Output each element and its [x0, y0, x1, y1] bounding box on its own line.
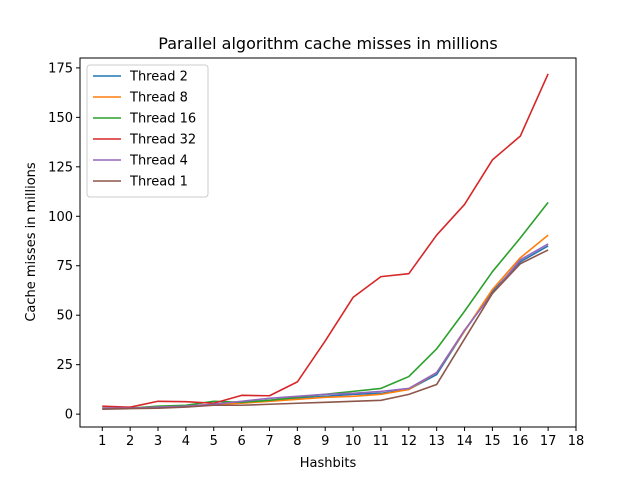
plot-area-frame — [79, 57, 577, 428]
series-line-thread-2 — [102, 245, 549, 410]
x-tick-label: 16 — [512, 434, 529, 449]
y-tick-label: 125 — [48, 160, 73, 175]
legend-label: Thread 32 — [129, 133, 196, 148]
x-axis: 1 2 3 4 5 6 7 8 9 10 11 12 13 14 15 16 17 18 — [98, 427, 584, 449]
x-tick-label: 10 — [345, 434, 362, 449]
legend-label: Thread 8 — [129, 91, 188, 106]
y-tick-label: 150 — [48, 111, 73, 126]
x-tick-label: 12 — [401, 434, 418, 449]
x-tick-label: 13 — [428, 434, 445, 449]
y-tick-label: 100 — [48, 210, 73, 225]
x-tick-label: 9 — [321, 434, 329, 449]
x-tick-label: 18 — [568, 434, 585, 449]
legend-label: Thread 2 — [129, 70, 188, 85]
y-tick-label: 175 — [48, 61, 73, 76]
y-tick-label: 75 — [56, 259, 73, 274]
x-tick-label: 1 — [98, 434, 106, 449]
legend: Thread 2 Thread 8 Thread 16 Thread 32 Thread… — [86, 64, 209, 198]
x-tick-label: 6 — [237, 434, 245, 449]
legend-box — [86, 64, 209, 198]
series-line-thread-8 — [102, 234, 549, 410]
x-tick-label: 4 — [182, 434, 190, 449]
series-lines — [102, 73, 549, 410]
y-axis-label: Cache misses in millions — [24, 162, 39, 322]
chart-title: Parallel algorithm cache misses in milli… — [158, 34, 497, 53]
x-tick-label: 14 — [456, 434, 473, 449]
x-tick-label: 5 — [210, 434, 218, 449]
y-axis: 0 25 50 75 100 125 150 175 — [48, 61, 80, 423]
x-axis-label: Hashbits — [300, 456, 357, 471]
series-line-thread-1 — [102, 249, 549, 410]
legend-label: Thread 4 — [129, 154, 188, 169]
x-tick-label: 11 — [373, 434, 390, 449]
legend-label: Thread 1 — [129, 175, 188, 190]
x-tick-label: 17 — [540, 434, 557, 449]
x-tick-label: 8 — [293, 434, 301, 449]
x-tick-label: 2 — [126, 434, 134, 449]
y-tick-label: 0 — [65, 408, 73, 423]
y-tick-label: 25 — [56, 358, 73, 373]
series-line-thread-32 — [102, 73, 549, 409]
series-line-thread-4 — [102, 243, 549, 410]
x-tick-label: 15 — [484, 434, 501, 449]
x-tick-label: 3 — [154, 434, 162, 449]
x-tick-label: 7 — [265, 434, 273, 449]
legend-label: Thread 16 — [129, 112, 196, 127]
y-tick-label: 50 — [56, 309, 73, 324]
